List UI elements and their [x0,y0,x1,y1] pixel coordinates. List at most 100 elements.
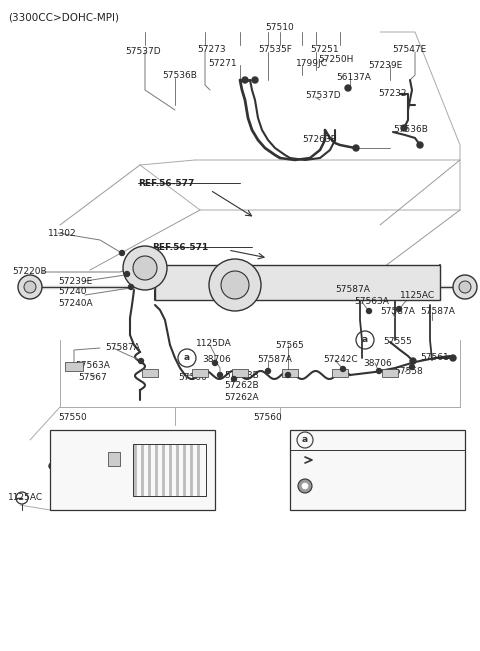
Circle shape [286,372,290,378]
Text: 57240A: 57240A [58,299,93,307]
Text: 57535F: 57535F [258,46,292,55]
Text: 57556C: 57556C [82,478,117,488]
Bar [50,430,215,510]
Text: 57563A: 57563A [354,298,389,307]
Text: (3300CC>DOHC-MPI): (3300CC>DOHC-MPI) [8,12,119,22]
Text: 38706: 38706 [202,355,231,365]
Text: 57232: 57232 [378,89,407,98]
Text: 57239E: 57239E [368,61,402,70]
Text: 57537D: 57537D [125,48,161,57]
Text: REF.56-577: REF.56-577 [138,178,194,187]
Text: a: a [302,436,308,445]
Text: a: a [362,335,368,344]
Text: 57558: 57558 [394,368,423,376]
Text: 57262B: 57262B [224,381,259,391]
Text: 57587A: 57587A [380,307,415,316]
Circle shape [213,361,217,365]
Text: 57555D: 57555D [330,495,366,503]
Text: 57263B: 57263B [224,370,259,380]
Bar [65,362,83,371]
Circle shape [417,142,423,148]
Bar [155,265,440,300]
Text: 57563A: 57563A [75,361,110,370]
Text: 57547E: 57547E [392,46,426,55]
Text: 57242R: 57242R [330,456,365,465]
Text: 57239E: 57239E [58,277,92,286]
Text: 38706: 38706 [330,484,359,493]
Text: 57560: 57560 [253,413,282,422]
Text: 57567: 57567 [78,372,107,381]
Text: 57561: 57561 [420,353,449,363]
Text: 57587A: 57587A [335,286,370,294]
Circle shape [129,284,133,290]
Circle shape [72,469,78,475]
Circle shape [340,367,346,372]
Bar [290,430,465,510]
Text: 1125DA: 1125DA [196,339,232,348]
Text: 57241L: 57241L [88,430,121,439]
Bar [133,444,206,496]
Circle shape [353,145,359,151]
Bar [282,369,298,377]
Circle shape [396,307,401,311]
Text: 57240: 57240 [58,288,86,296]
Circle shape [242,77,248,83]
Circle shape [221,271,249,299]
Text: 57587A: 57587A [118,439,153,447]
Text: REF.56-571: REF.56-571 [152,243,208,251]
Text: 57260A: 57260A [82,467,117,477]
Text: 57566: 57566 [178,372,207,381]
Bar [192,369,208,377]
Text: 57555: 57555 [383,337,412,346]
Circle shape [123,246,167,290]
Text: 57262A: 57262A [224,393,259,402]
Text: 57550: 57550 [58,413,87,422]
Text: 56137A: 56137A [336,74,371,83]
Circle shape [49,463,55,469]
Circle shape [453,275,477,299]
Bar [142,369,158,377]
Text: 57587A: 57587A [420,307,455,316]
Circle shape [401,125,407,131]
Text: 57250H: 57250H [318,55,353,64]
Circle shape [92,469,98,475]
Circle shape [120,251,124,255]
Circle shape [367,309,372,314]
Circle shape [450,355,456,361]
Text: 57510: 57510 [265,23,294,33]
Text: 1125AC: 1125AC [8,493,43,503]
Circle shape [376,368,382,374]
Text: 1125AC: 1125AC [400,290,435,299]
Circle shape [24,281,36,293]
Text: 57273: 57273 [197,46,226,55]
Text: a: a [184,353,190,363]
Text: 57536B: 57536B [162,72,197,81]
Circle shape [231,376,237,381]
Bar [382,369,398,377]
Text: 25314: 25314 [330,473,359,482]
Circle shape [409,365,415,370]
Text: 57242C: 57242C [323,355,358,365]
Circle shape [139,359,144,363]
Circle shape [302,483,308,489]
Circle shape [265,368,271,374]
Circle shape [217,372,223,378]
Circle shape [252,77,258,83]
Text: 57271: 57271 [208,59,237,68]
Text: 57587A: 57587A [105,344,140,352]
Circle shape [133,256,157,280]
Circle shape [459,281,471,293]
Bar [332,369,348,377]
Circle shape [298,479,312,493]
Circle shape [124,271,130,277]
Bar [108,452,120,466]
Circle shape [345,85,351,91]
Text: 57263B: 57263B [302,135,337,145]
Text: 1799JC: 1799JC [296,59,328,68]
Text: 57565: 57565 [275,340,304,350]
Circle shape [18,275,42,299]
Circle shape [410,358,416,364]
Text: 11302: 11302 [48,229,77,238]
Circle shape [209,259,261,311]
Circle shape [92,456,98,462]
